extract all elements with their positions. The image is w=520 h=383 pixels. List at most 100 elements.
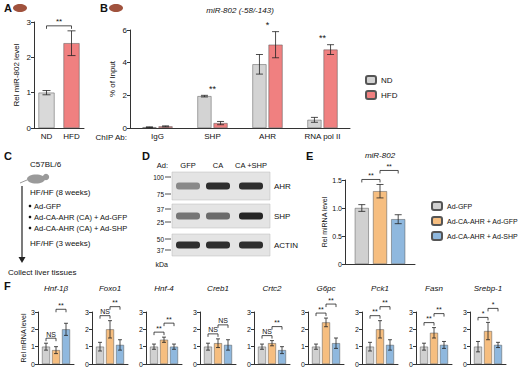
svg-text:3: 3 <box>247 309 251 316</box>
svg-text:2: 2 <box>301 326 305 333</box>
svg-text:Ad:: Ad: <box>157 161 168 170</box>
svg-text:ND: ND <box>41 132 53 141</box>
svg-text:miR-802: miR-802 <box>365 151 396 160</box>
svg-text:0: 0 <box>247 361 251 368</box>
svg-text:NS: NS <box>46 331 56 338</box>
svg-text:1: 1 <box>247 343 251 350</box>
svg-text:2: 2 <box>463 326 467 333</box>
svg-text:1: 1 <box>85 343 89 350</box>
svg-text:Ad-GFP: Ad-GFP <box>447 203 473 210</box>
svg-text:1: 1 <box>31 343 35 350</box>
svg-text:2: 2 <box>31 326 35 333</box>
svg-text:100: 100 <box>153 174 164 181</box>
svg-text:0: 0 <box>193 361 197 368</box>
svg-text:Hnf-4: Hnf-4 <box>154 284 174 293</box>
svg-text:**: ** <box>328 297 334 304</box>
svg-text:Rel mRNA level: Rel mRNA level <box>20 313 27 362</box>
svg-text:0: 0 <box>85 361 89 368</box>
svg-text:3: 3 <box>463 309 467 316</box>
svg-text:6: 6 <box>123 26 128 35</box>
svg-text:37: 37 <box>157 247 165 254</box>
svg-text:3: 3 <box>85 309 89 316</box>
svg-text:2: 2 <box>193 326 197 333</box>
svg-text:1: 1 <box>463 343 467 350</box>
svg-text:0.5: 0.5 <box>332 233 342 240</box>
svg-text:0: 0 <box>355 361 359 368</box>
svg-text:2: 2 <box>139 326 143 333</box>
svg-text:% of Input: % of Input <box>108 60 117 97</box>
svg-text:Rel miR-802 level: Rel miR-802 level <box>12 43 21 106</box>
svg-text:Ad-CA-AHR + Ad-GFP: Ad-CA-AHR + Ad-GFP <box>447 218 518 225</box>
svg-text:*: * <box>492 301 495 308</box>
svg-text:Ad-CA-AHR + Ad-SHP: Ad-CA-AHR + Ad-SHP <box>447 233 518 240</box>
svg-text:C57BL/6: C57BL/6 <box>30 160 62 169</box>
svg-text:1: 1 <box>301 343 305 350</box>
svg-text:3: 3 <box>193 309 197 316</box>
svg-text:37: 37 <box>157 206 165 213</box>
svg-text:CA +SHP: CA +SHP <box>235 161 267 170</box>
svg-text:NS: NS <box>262 328 272 335</box>
svg-text:HF/HF (3 weeks): HF/HF (3 weeks) <box>30 239 91 248</box>
svg-text:HF/HF (8 weeks): HF/HF (8 weeks) <box>30 188 91 197</box>
svg-text:**: ** <box>56 17 62 26</box>
svg-text:ND: ND <box>381 76 393 85</box>
svg-text:0: 0 <box>139 361 143 368</box>
svg-text:**: ** <box>166 316 172 323</box>
svg-text:G6pc: G6pc <box>316 284 335 293</box>
svg-text:0: 0 <box>409 361 413 368</box>
svg-text:2: 2 <box>409 326 413 333</box>
svg-text:B: B <box>100 2 108 14</box>
svg-text:Ad-CA-AHR (CA) + Ad-SHP: Ad-CA-AHR (CA) + Ad-SHP <box>34 224 127 233</box>
svg-text:0: 0 <box>27 124 32 133</box>
svg-text:Ad-GFP: Ad-GFP <box>34 202 61 211</box>
svg-text:Pck1: Pck1 <box>371 284 389 293</box>
svg-text:F: F <box>4 280 11 292</box>
svg-text:Fasn: Fasn <box>425 284 443 293</box>
svg-text:**: ** <box>436 306 442 313</box>
svg-text:Foxo1: Foxo1 <box>99 284 121 293</box>
svg-text:1: 1 <box>27 88 32 97</box>
svg-text:**: ** <box>156 325 162 332</box>
svg-text:3: 3 <box>27 18 32 27</box>
svg-text:ChIP Ab:: ChIP Ab: <box>96 133 127 142</box>
svg-text:**: ** <box>372 308 378 315</box>
svg-text:AHR: AHR <box>259 132 276 141</box>
svg-text:2: 2 <box>85 326 89 333</box>
svg-text:**: ** <box>318 306 324 313</box>
svg-text:E: E <box>306 150 313 162</box>
svg-text:**: ** <box>58 302 64 309</box>
svg-text:**: ** <box>426 315 432 322</box>
svg-text:ACTIN: ACTIN <box>274 241 298 250</box>
svg-text:1: 1 <box>139 343 143 350</box>
svg-text:3: 3 <box>31 309 35 316</box>
svg-text:2: 2 <box>27 53 32 62</box>
svg-text:**: ** <box>368 172 374 179</box>
svg-text:2: 2 <box>355 326 359 333</box>
svg-text:SHP: SHP <box>204 132 220 141</box>
svg-text:3: 3 <box>409 309 413 316</box>
svg-text:Rel miRNA level: Rel miRNA level <box>321 196 328 247</box>
svg-text:GFP: GFP <box>180 161 195 170</box>
svg-text:1: 1 <box>193 343 197 350</box>
svg-text:AHR: AHR <box>274 182 291 191</box>
svg-text:Srebp-1: Srebp-1 <box>474 284 502 293</box>
svg-text:NS: NS <box>208 326 218 333</box>
svg-text:*: * <box>266 20 270 30</box>
svg-text:CA: CA <box>213 161 223 170</box>
svg-text:**: ** <box>274 319 280 326</box>
svg-text:3: 3 <box>139 309 143 316</box>
svg-text:Ad-CA-AHR (CA) + Ad-GFP: Ad-CA-AHR (CA) + Ad-GFP <box>34 213 127 222</box>
svg-text:25: 25 <box>157 219 165 226</box>
svg-text:0: 0 <box>301 361 305 368</box>
svg-text:RNA pol II: RNA pol II <box>304 132 340 141</box>
svg-text:**: ** <box>382 299 388 306</box>
svg-text:A: A <box>4 2 12 14</box>
svg-text:2: 2 <box>123 91 128 100</box>
svg-text:50: 50 <box>157 236 165 243</box>
svg-text:**: ** <box>386 163 392 170</box>
svg-text:0: 0 <box>463 361 467 368</box>
svg-text:1: 1 <box>355 343 359 350</box>
svg-text:1.5: 1.5 <box>332 177 342 184</box>
svg-text:0: 0 <box>338 261 342 268</box>
svg-text:NS: NS <box>218 317 228 324</box>
